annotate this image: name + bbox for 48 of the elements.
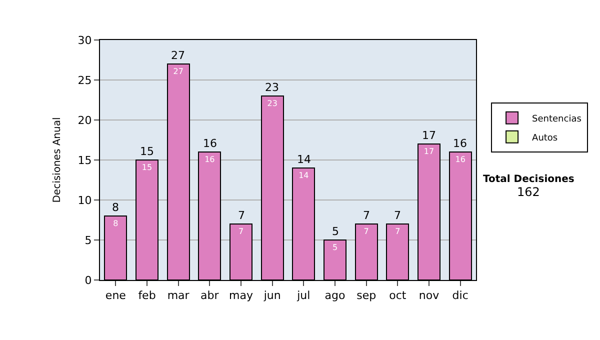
total-label: 7 xyxy=(238,209,245,222)
x-tick-label: nov xyxy=(418,289,440,302)
x-tick-label: may xyxy=(229,289,254,302)
data-label: 7 xyxy=(395,227,400,236)
total-label: 17 xyxy=(422,129,436,142)
x-tick-label: dic xyxy=(452,289,468,302)
total-label: 23 xyxy=(265,81,279,94)
data-label: 27 xyxy=(173,67,184,76)
x-tick-label: ago xyxy=(324,289,346,302)
data-label: 8 xyxy=(113,219,118,228)
total-label: 7 xyxy=(394,209,401,222)
y-axis-title: Decisiones Anual xyxy=(52,117,63,203)
data-label: 16 xyxy=(455,155,466,164)
total-label: 14 xyxy=(297,153,311,166)
y-tick-label: 20 xyxy=(78,114,92,127)
legend-label: Autos xyxy=(532,133,558,144)
total-label: 27 xyxy=(171,49,185,62)
data-label: 14 xyxy=(298,171,309,180)
x-tick-label: feb xyxy=(138,289,156,302)
y-tick-label: 0 xyxy=(84,274,92,287)
data-label: 23 xyxy=(267,99,278,108)
x-tick-label: oct xyxy=(389,289,407,302)
x-tick-label: abr xyxy=(200,289,220,302)
x-tick-label: sep xyxy=(356,289,376,302)
x-tick-label: jul xyxy=(296,289,310,302)
y-tick-label: 25 xyxy=(78,74,92,87)
legend-label: Sentencias xyxy=(532,114,582,124)
data-label: 17 xyxy=(424,147,434,156)
y-tick-label: 5 xyxy=(84,234,92,247)
y-tick-label: 15 xyxy=(78,154,92,167)
text: Total Decisiones xyxy=(483,174,574,185)
data-label: 7 xyxy=(238,227,244,236)
data-label: 7 xyxy=(364,227,369,236)
data-label: 5 xyxy=(332,243,338,252)
data-label: 16 xyxy=(204,155,215,164)
y-tick-label: 30 xyxy=(78,34,92,47)
text: 162 xyxy=(517,185,540,199)
total-label: 8 xyxy=(112,201,119,214)
total-label: 16 xyxy=(203,137,217,150)
x-tick-label: jun xyxy=(262,289,281,302)
total-label: 7 xyxy=(363,209,370,222)
total-label: 5 xyxy=(332,225,339,238)
x-tick-label: mar xyxy=(167,289,190,302)
data-label: 15 xyxy=(142,163,152,172)
x-tick-label: ene xyxy=(105,289,126,302)
total-label: 16 xyxy=(453,137,467,150)
total-label: 15 xyxy=(140,145,154,158)
y-tick-label: 10 xyxy=(78,194,92,207)
